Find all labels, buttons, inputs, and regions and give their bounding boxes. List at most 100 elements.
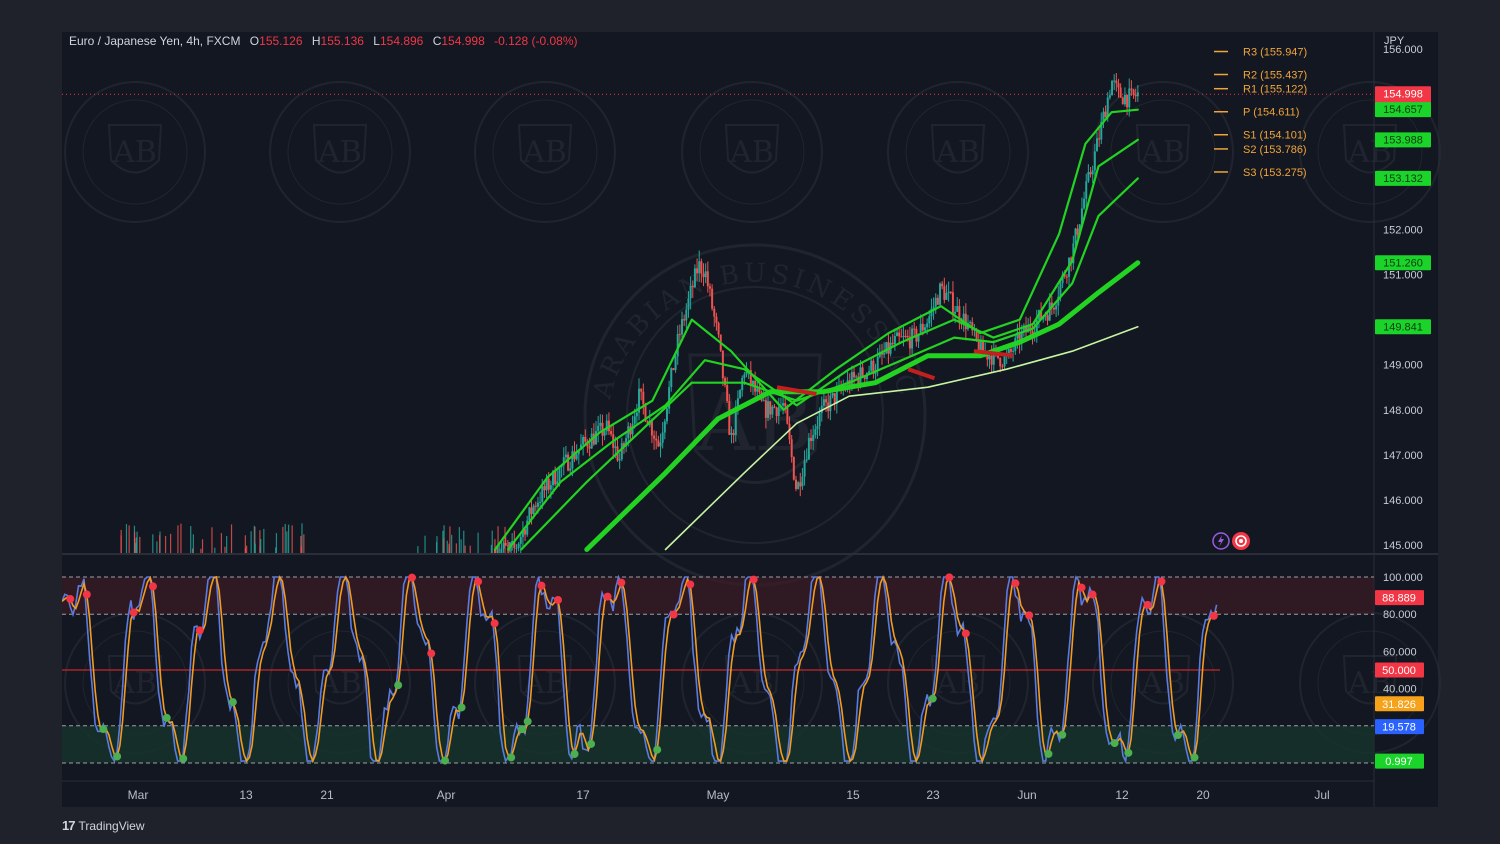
candle-body bbox=[689, 285, 692, 299]
candle-body bbox=[700, 261, 703, 274]
candle-body bbox=[751, 381, 754, 385]
candle-body bbox=[1055, 305, 1058, 310]
tradingview-brand[interactable]: 17 TradingView bbox=[62, 818, 145, 833]
candle-body bbox=[773, 406, 776, 408]
symbol-name: Euro / Japanese Yen, 4h, FXCM bbox=[69, 34, 240, 48]
candle-body bbox=[1061, 274, 1064, 284]
stoch-cross-dot bbox=[928, 694, 937, 703]
candle-body bbox=[857, 376, 860, 385]
candle-body bbox=[547, 478, 550, 490]
candle-body bbox=[1074, 228, 1077, 244]
candle-body bbox=[799, 482, 802, 487]
oscillator-label-value: 50.000 bbox=[1382, 665, 1416, 677]
candle-body bbox=[1091, 170, 1094, 175]
candle-body bbox=[855, 376, 858, 378]
stoch-cross-dot bbox=[603, 592, 612, 601]
time-axis[interactable]: Mar 13 21 Apr 17 May 15 23 Jun 12 20 Jul bbox=[128, 788, 1330, 802]
watermark-shield-icon bbox=[930, 124, 986, 174]
candle-body bbox=[584, 436, 587, 442]
price-tick-label: 147.000 bbox=[1383, 450, 1423, 462]
candle-body bbox=[945, 292, 948, 300]
candle-body bbox=[859, 367, 862, 385]
candle-body bbox=[1003, 356, 1006, 367]
oscillator-label-value: 88.889 bbox=[1382, 593, 1416, 605]
candle-body bbox=[506, 545, 509, 547]
candle-body bbox=[820, 405, 823, 414]
moving-average-line bbox=[493, 108, 1139, 551]
price-label-value: 151.260 bbox=[1383, 257, 1423, 269]
candle-body bbox=[1009, 349, 1012, 352]
candle-body bbox=[543, 486, 546, 491]
watermark-initials: AB bbox=[522, 135, 567, 170]
candle-body bbox=[698, 261, 701, 274]
candle-body bbox=[835, 389, 838, 404]
candle-body bbox=[521, 529, 524, 537]
stoch-cross-dot bbox=[394, 681, 403, 690]
oscillator-label-badge bbox=[1375, 753, 1424, 769]
candle-body bbox=[734, 406, 737, 436]
candle-body bbox=[1029, 325, 1032, 331]
stoch-cross-dot bbox=[148, 582, 157, 591]
stoch-cross-dot bbox=[228, 698, 237, 707]
oscillator-label-badge bbox=[1375, 590, 1424, 606]
watermark-shield-icon bbox=[1135, 124, 1191, 174]
legend[interactable]: Euro / Japanese Yen, 4h, FXCM O155.126 H… bbox=[69, 34, 577, 48]
oscillator-label-value: 0.997 bbox=[1385, 756, 1413, 768]
stoch-cross-dot bbox=[553, 595, 562, 604]
candle-body bbox=[693, 268, 696, 288]
price-tick-label: 146.000 bbox=[1383, 495, 1423, 507]
price-label-badge bbox=[1375, 319, 1431, 335]
watermark-shield-icon bbox=[1342, 124, 1398, 174]
record-icon[interactable] bbox=[1232, 532, 1250, 550]
stoch-cross-dot bbox=[518, 725, 527, 734]
watermark-seal-icon bbox=[1092, 81, 1234, 223]
watermark-initials: AB bbox=[317, 135, 362, 170]
oscillator-label-badge bbox=[1375, 696, 1424, 712]
candle-body bbox=[642, 391, 645, 405]
candle-body bbox=[810, 437, 813, 442]
candle-body bbox=[904, 336, 907, 338]
candle-body bbox=[590, 433, 593, 449]
moving-average-bearish-segment bbox=[907, 367, 936, 381]
candle-body bbox=[545, 478, 548, 491]
alert-icon[interactable] bbox=[1212, 532, 1230, 550]
candle-body bbox=[913, 328, 916, 330]
candle-body bbox=[926, 323, 929, 328]
oscillator-label-badge bbox=[1375, 719, 1424, 735]
candle-body bbox=[949, 291, 952, 293]
candle-body bbox=[668, 387, 671, 409]
stoch-cross-dot bbox=[961, 629, 970, 638]
price-axis[interactable]: 145.000 146.000 147.000 148.000 149.000 151.0… bbox=[1383, 44, 1423, 696]
candle-body bbox=[674, 356, 677, 371]
stoch-cross-dot bbox=[195, 626, 204, 635]
stoch-cross-dot bbox=[474, 577, 483, 586]
candle-body bbox=[569, 468, 572, 471]
high-value: 155.136 bbox=[321, 34, 365, 48]
pivot-label: S3 (153.275) bbox=[1243, 167, 1307, 179]
stoch-cross-dot bbox=[179, 754, 188, 763]
candle-body bbox=[541, 486, 544, 502]
stoch-cross-dot bbox=[113, 752, 122, 761]
candle-body bbox=[872, 360, 875, 374]
brand-name: TradingView bbox=[78, 818, 145, 833]
open-value: 155.126 bbox=[259, 34, 303, 48]
candle-body bbox=[549, 485, 552, 490]
price-tick-label: 145.000 bbox=[1383, 540, 1423, 552]
candle-body bbox=[696, 268, 699, 274]
candle-body bbox=[1059, 283, 1062, 297]
stoch-cross-dot bbox=[1088, 590, 1097, 599]
stoch-cross-dot bbox=[490, 619, 499, 628]
price-label-badge bbox=[1375, 132, 1431, 148]
stoch-cross-dot bbox=[537, 581, 546, 590]
candle-body bbox=[1085, 181, 1088, 199]
candle-body bbox=[825, 399, 828, 403]
candle-body bbox=[833, 393, 836, 404]
candle-body bbox=[528, 507, 531, 521]
candle-body bbox=[969, 322, 972, 324]
candle-body bbox=[1111, 80, 1114, 96]
stoch-cross-dot bbox=[441, 756, 450, 765]
price-tick-label: 151.000 bbox=[1383, 270, 1423, 282]
candle-body bbox=[670, 368, 673, 388]
watermark-initials: AB bbox=[1140, 666, 1185, 701]
